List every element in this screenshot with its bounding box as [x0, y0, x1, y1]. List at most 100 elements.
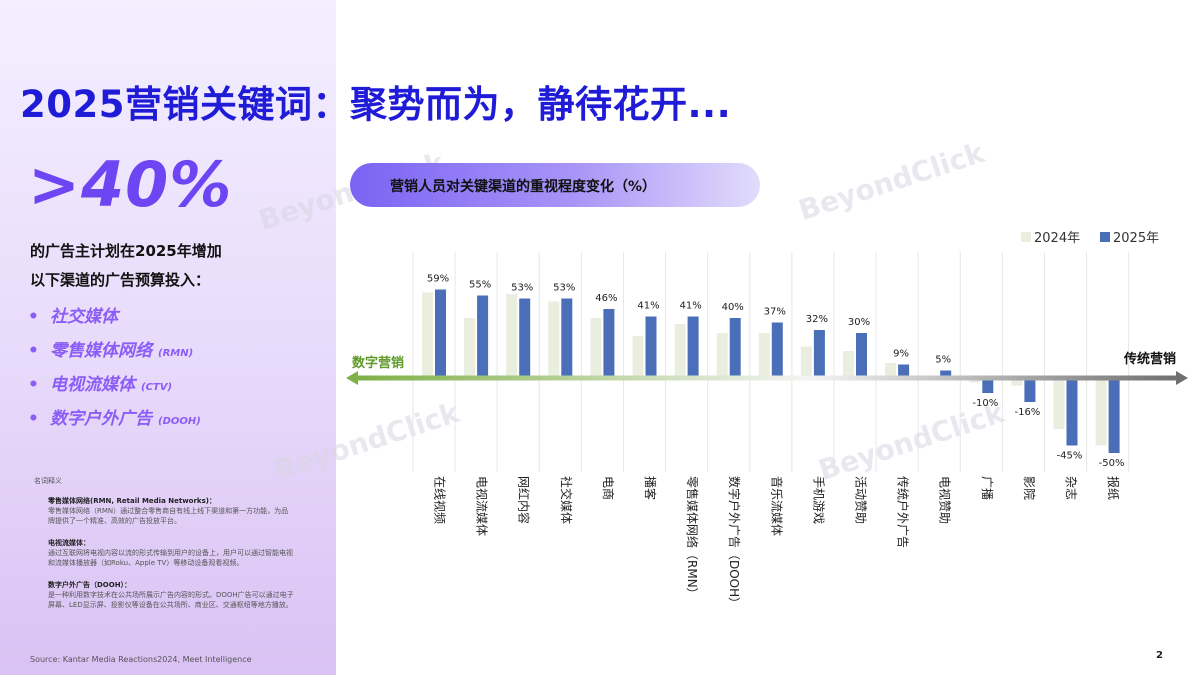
- glossary-term-name: 零售媒体网络(RMN, Retail Media Networks)：: [48, 497, 216, 505]
- channel-name: 电视流媒体: [50, 375, 135, 395]
- data-label: 30%: [848, 317, 870, 328]
- glossary-term-desc: 通过互联网将电视内容以流的形式传输到用户的设备上，用户可以通过智能电视和流媒体播…: [48, 549, 293, 567]
- axis-right-label: 传统营销: [1123, 351, 1176, 367]
- category-label: 传统户外广告: [896, 476, 911, 548]
- category-label: 在线视频: [433, 476, 448, 524]
- axis-left-arrow: [346, 371, 358, 385]
- legend-swatch-2025: [1100, 232, 1110, 242]
- category-label: 电商: [601, 476, 616, 500]
- bar-2025: [561, 298, 573, 378]
- data-label: 32%: [806, 314, 828, 325]
- bullet-icon: •: [28, 341, 39, 361]
- bar-2024: [1011, 378, 1023, 386]
- data-label: 5%: [935, 355, 951, 366]
- bar-2024: [422, 292, 433, 378]
- channel-item: • 数字户外广告 (DOOH): [28, 402, 201, 436]
- category-label: 广播: [980, 476, 994, 500]
- bar-2025: [603, 309, 615, 378]
- bar-2025: [898, 364, 910, 378]
- legend-label-2024: 2024年: [1034, 231, 1080, 246]
- data-label: 9%: [893, 349, 909, 360]
- channel-name: 零售媒体网络: [50, 341, 152, 361]
- data-label: 37%: [764, 307, 786, 318]
- channel-sub: (DOOH): [158, 416, 201, 427]
- channel-item: • 电视流媒体 (CTV): [28, 368, 201, 402]
- data-label: -10%: [972, 398, 998, 409]
- axis-left-label: 数字营销: [352, 355, 404, 371]
- bullet-icon: •: [28, 375, 39, 395]
- bar-2025: [940, 370, 952, 378]
- data-label: 53%: [553, 283, 575, 294]
- bar-2024: [548, 301, 560, 378]
- bar-2024: [506, 294, 518, 378]
- bar-2024: [674, 324, 686, 378]
- bar-2025: [645, 316, 657, 378]
- data-label: 41%: [637, 301, 659, 312]
- bar-2024: [800, 346, 812, 378]
- bullet-icon: •: [28, 307, 39, 327]
- channel-item: • 社交媒体: [28, 300, 201, 334]
- data-label: -16%: [1014, 407, 1040, 418]
- glossary: 名词释义 零售媒体网络(RMN, Retail Media Networks)：…: [34, 476, 294, 622]
- channel-item: • 零售媒体网络 (RMN): [28, 334, 201, 368]
- chart-title: 营销人员对关键渠道的重视程度变化（%）: [390, 179, 657, 195]
- bar-2025: [813, 330, 825, 378]
- bar-2024: [464, 318, 476, 378]
- category-label: 播客: [643, 476, 658, 500]
- glossary-title: 名词释义: [34, 477, 62, 485]
- category-label: 音乐流媒体: [769, 476, 784, 536]
- bar-2024: [758, 333, 770, 378]
- bar-2024: [843, 351, 854, 378]
- source-note: Source: Kantar Media Reactions2024, Meet…: [30, 655, 252, 664]
- data-label: 40%: [722, 302, 744, 313]
- bar-2024: [1053, 378, 1065, 429]
- axis-line: [356, 375, 1176, 381]
- bar-2025: [435, 289, 446, 378]
- bar-2025: [729, 318, 741, 378]
- category-label: 手机游戏: [811, 476, 825, 524]
- glossary-term-desc: 零售媒体网络（RMN）通过整合零售商自有线上线下渠道和第一方功能，为品牌提供了一…: [48, 507, 289, 525]
- legend-label-2025: 2025年: [1113, 231, 1159, 246]
- bar-2024: [1095, 378, 1107, 446]
- category-label: 社交媒体: [559, 476, 574, 524]
- channel-name: 数字户外广告: [50, 409, 152, 429]
- bar-2025: [1024, 378, 1036, 402]
- bar-2025: [856, 333, 867, 378]
- bar-2025: [477, 295, 489, 378]
- data-label: -50%: [1099, 458, 1125, 469]
- category-label: 网红内容: [517, 476, 532, 524]
- page-title: 2025营销关键词：聚势而为，静待花开...: [20, 83, 732, 126]
- bar-2025: [771, 322, 783, 378]
- glossary-term-desc: 是一种利用数字技术在公共场所展示广告内容的形式。DOOH广告可以通过电子屏幕、L…: [48, 591, 294, 609]
- data-label: 53%: [511, 283, 533, 294]
- channel-sub: (RMN): [158, 348, 194, 359]
- category-label: 电视流媒体: [475, 476, 490, 536]
- category-label: 报纸: [1106, 476, 1121, 500]
- bar-2025: [1066, 378, 1078, 446]
- glossary-term-name: 数字户外广告（DOOH）：: [48, 581, 132, 589]
- data-label: 59%: [427, 274, 449, 285]
- category-label: 零售媒体网络（RMN）: [685, 476, 700, 600]
- bar-2024: [590, 318, 602, 378]
- bar-2024: [716, 333, 728, 378]
- bar-2024: [632, 336, 644, 378]
- bar-2025: [982, 378, 994, 393]
- channel-list: • 社交媒体 • 零售媒体网络 (RMN) • 电视流媒体 (CTV) • 数字户外广告 (D…: [28, 300, 201, 436]
- data-label: -45%: [1057, 451, 1083, 462]
- channel-name: 社交媒体: [50, 307, 118, 327]
- big-stat: >40%: [28, 148, 233, 221]
- bar-2025: [687, 316, 699, 378]
- category-label: 杂志: [1064, 476, 1078, 500]
- data-label: 55%: [469, 280, 491, 291]
- glossary-term: 电视流媒体： 通过互联网将电视内容以流的形式传输到用户的设备上，用户可以通过智能…: [48, 538, 294, 568]
- category-label: 活动赞助: [854, 476, 868, 524]
- intro-line-1: 的广告主计划在2025年增加: [30, 242, 222, 260]
- intro-line-2: 以下渠道的广告预算投入：: [30, 271, 211, 289]
- data-label: 46%: [595, 293, 617, 304]
- chart-title-pill: [350, 163, 760, 207]
- bar-2025: [1108, 378, 1120, 453]
- data-label: 41%: [679, 301, 701, 312]
- glossary-term: 数字户外广告（DOOH）： 是一种利用数字技术在公共场所展示广告内容的形式。DO…: [48, 580, 294, 610]
- bullet-icon: •: [28, 409, 39, 429]
